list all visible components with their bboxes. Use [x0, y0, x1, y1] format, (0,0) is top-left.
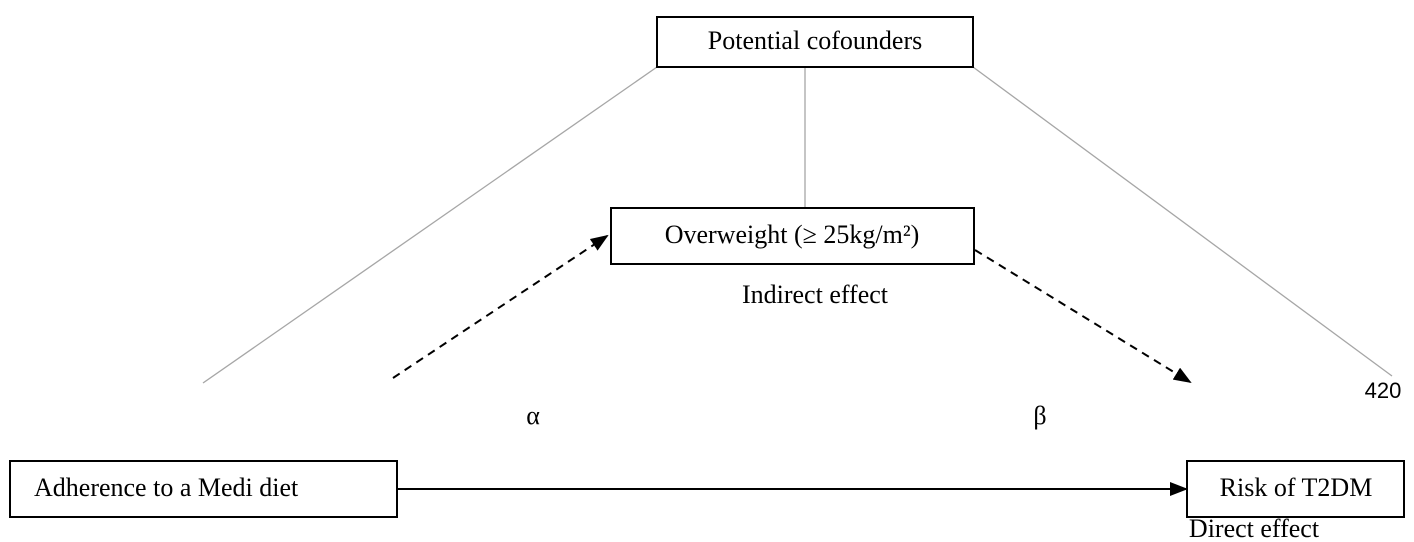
edge-label: α	[526, 401, 540, 430]
edge-label: β	[1033, 401, 1046, 430]
edge-label: Direct effect	[1189, 514, 1320, 542]
edge-label: Indirect effect	[742, 280, 889, 309]
confounder-line	[972, 66, 1393, 377]
indirect-arrow-beta	[974, 249, 1192, 384]
node-label: Risk of T2DM	[1220, 473, 1373, 502]
node-box	[1186, 460, 1405, 518]
confounder-line	[202, 66, 658, 384]
node-box	[9, 460, 398, 518]
node-label: Adherence to a Medi diet	[34, 473, 299, 502]
node-label: Overweight (≥ 25kg/m²)	[665, 220, 920, 249]
node-label: Potential cofounders	[708, 26, 922, 55]
indirect-arrow-alpha	[392, 234, 609, 379]
page-number: 420	[1365, 378, 1402, 403]
node-box	[656, 16, 974, 68]
node-box	[610, 207, 975, 265]
